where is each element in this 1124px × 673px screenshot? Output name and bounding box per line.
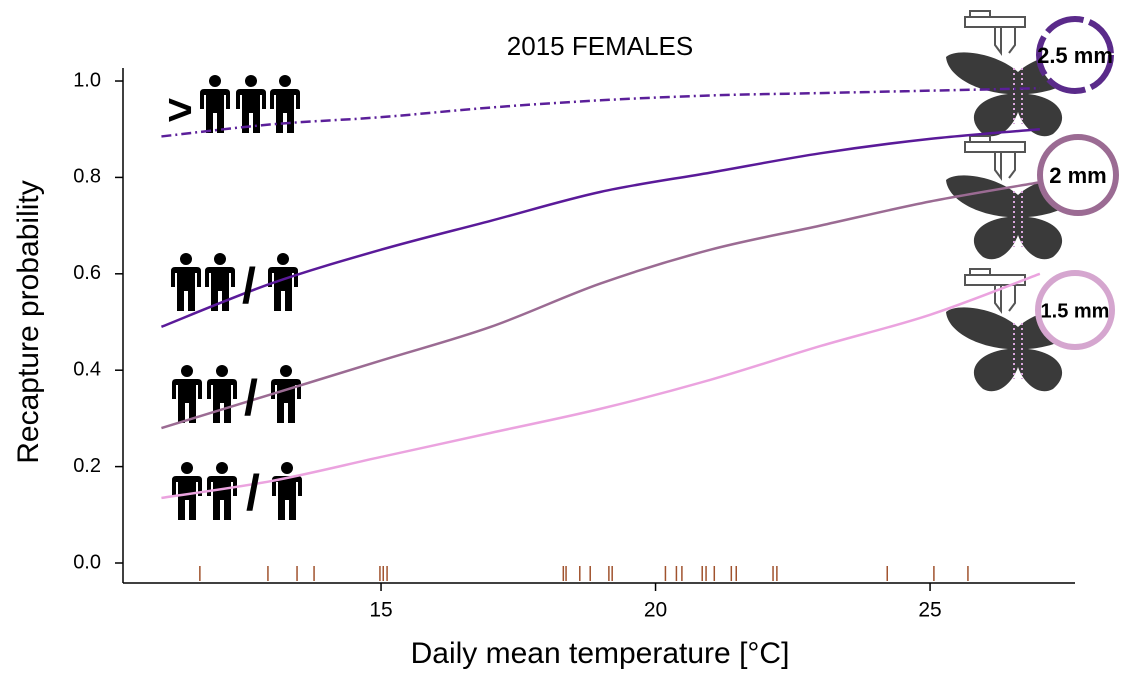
x-tick-label: 25 (918, 599, 941, 622)
size-label: 2.5 mm (1037, 43, 1113, 68)
x-axis-label: Daily mean temperature [°C] (411, 637, 790, 670)
curve (161, 272, 1041, 500)
butterfly-icons (945, 10, 1119, 393)
ratio-symbol: / (246, 465, 260, 521)
size-label: 2 mm (1049, 163, 1106, 188)
curve (161, 180, 1041, 430)
curve (160, 127, 1040, 328)
y-tick-label: 0.6 (73, 262, 101, 284)
y-axis-label: Recapture probability (12, 180, 45, 464)
y-tick-label: 0.0 (73, 551, 101, 573)
size-label: 1.5 mm (1041, 300, 1110, 322)
x-tick-label: 15 (369, 599, 392, 622)
y-tick-label: 0.8 (73, 166, 101, 188)
y-tick-label: 0.4 (73, 358, 101, 380)
y-tick-label: 0.2 (73, 455, 101, 477)
x-tick-label: 20 (644, 599, 667, 622)
ratio-symbol: / (242, 258, 256, 314)
chart-title: 2015 FEMALES (507, 31, 693, 61)
ratio-symbol: / (244, 370, 258, 426)
y-tick-label: 1.0 (73, 69, 101, 91)
curve (161, 86, 1040, 138)
ratio-symbol: > (167, 86, 193, 135)
